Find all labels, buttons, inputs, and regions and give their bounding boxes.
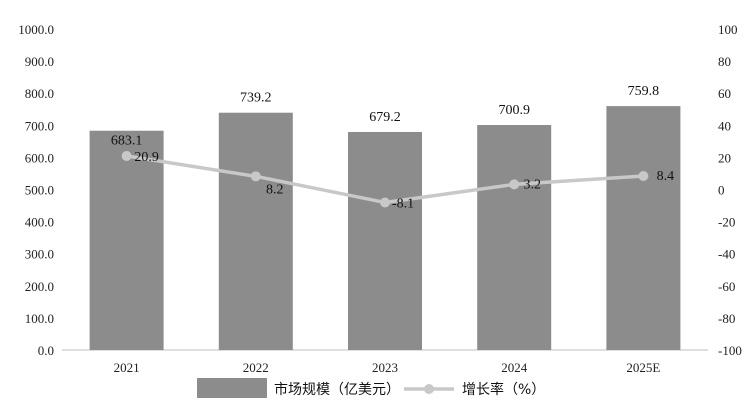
bar-data-label: 700.9 xyxy=(498,103,530,118)
right-axis-tick-label: -40 xyxy=(718,247,735,262)
growth-rate-point xyxy=(380,197,390,208)
bar xyxy=(606,106,681,350)
right-axis-tick-label: 40 xyxy=(718,118,731,133)
x-axis-tick-label: 2023 xyxy=(372,360,398,375)
left-axis-tick-label: 200.0 xyxy=(25,279,54,294)
growth-rate-point xyxy=(638,171,649,182)
x-axis-tick-label: 2021 xyxy=(114,360,140,375)
left-axis-tick-label: 300.0 xyxy=(25,247,54,262)
bar-data-label: 683.1 xyxy=(111,134,143,149)
right-axis-tick-label: 60 xyxy=(718,86,731,101)
x-axis-tick-label: 2022 xyxy=(243,360,269,375)
legend-swatch-market-size xyxy=(197,378,267,398)
x-axis-tick-label: 2024 xyxy=(501,360,528,375)
x-axis-tick-label: 2025E xyxy=(626,360,660,375)
left-axis-tick-label: 500.0 xyxy=(25,183,54,198)
legend-label-growth-rate: 增长率（%） xyxy=(462,381,545,398)
growth-rate-point xyxy=(509,179,520,190)
left-axis-tick-label: 600.0 xyxy=(25,150,54,165)
bar xyxy=(348,131,422,350)
left-axis-tick-label: 0.0 xyxy=(38,343,54,358)
right-axis-tick-label: -80 xyxy=(718,311,735,326)
bar-data-label: 739.2 xyxy=(240,91,272,106)
right-axis-tick-label: 100 xyxy=(718,22,738,37)
left-axis-tick-label: 700.0 xyxy=(25,118,54,133)
growth-rate-point xyxy=(121,150,132,161)
growth-rate-point xyxy=(250,171,261,182)
bar xyxy=(89,130,164,350)
bar-data-label: 759.8 xyxy=(628,84,660,99)
line-data-label: 3.2 xyxy=(523,177,541,192)
bar xyxy=(477,125,552,350)
right-axis-tick-label: 80 xyxy=(718,54,731,69)
left-axis-tick-label: 400.0 xyxy=(25,215,54,230)
line-data-label: 20.9 xyxy=(134,150,159,165)
bar xyxy=(218,112,293,350)
line-data-label: -8.1 xyxy=(392,197,414,212)
left-axis-tick-label: 100.0 xyxy=(25,311,54,326)
legend-swatch-growth-rate-marker xyxy=(424,384,434,394)
right-axis-tick-label: -20 xyxy=(718,215,735,230)
line-data-label: 8.4 xyxy=(657,169,675,184)
left-axis-tick-label: 900.0 xyxy=(25,54,54,69)
legend-label-market-size: 市场规模（亿美元） xyxy=(274,381,400,398)
line-data-label: 8.2 xyxy=(266,182,284,197)
left-axis-tick-label: 1000.0 xyxy=(18,22,54,37)
right-axis-tick-label: -60 xyxy=(718,279,735,294)
left-axis-tick-label: 800.0 xyxy=(25,86,54,101)
right-axis-tick-label: -100 xyxy=(718,343,742,358)
right-axis-tick-label: 20 xyxy=(718,150,731,165)
bar-data-label: 679.2 xyxy=(369,110,401,125)
right-axis-tick-label: 0 xyxy=(718,183,725,198)
